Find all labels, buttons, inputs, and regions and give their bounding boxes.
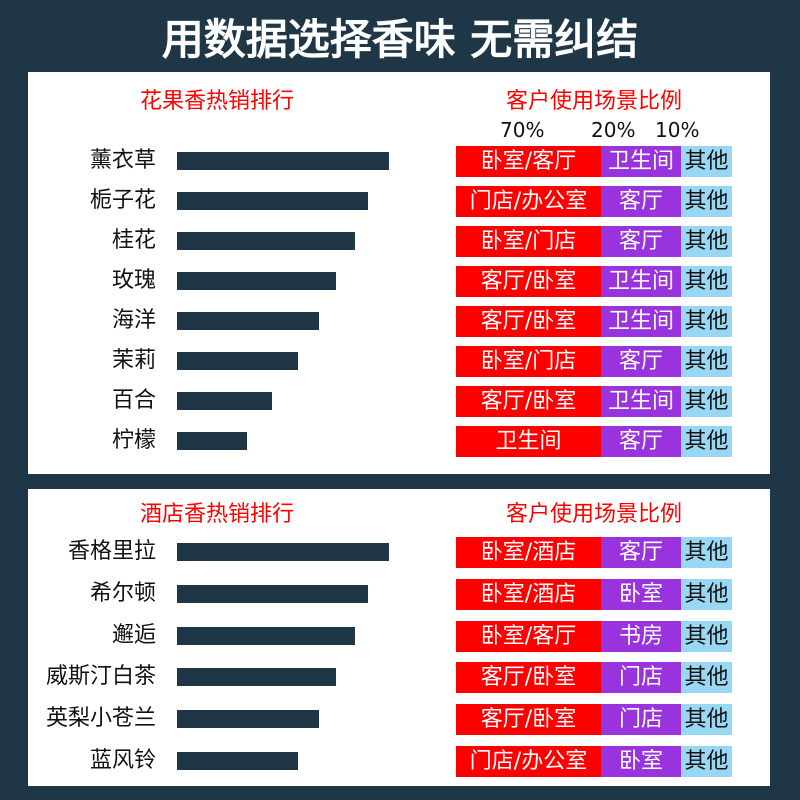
bar — [177, 627, 356, 645]
usage-secondary: 卧室 — [601, 746, 681, 777]
usage-primary: 客厅/卧室 — [456, 662, 601, 693]
usage-other: 其他 — [681, 704, 732, 735]
usage-primary: 客厅/卧室 — [456, 704, 601, 735]
usage-other: 其他 — [681, 426, 732, 457]
usage-secondary: 书房 — [601, 621, 681, 652]
category-label: 百合 — [111, 388, 156, 413]
bar — [177, 543, 389, 561]
bar — [177, 192, 368, 210]
usage-secondary: 门店 — [601, 662, 681, 693]
category-label: 香格里拉 — [67, 539, 156, 564]
category-label: 桂花 — [111, 228, 156, 253]
usage-primary: 卫生间 — [456, 426, 601, 457]
usage-primary: 门店/办公室 — [456, 746, 601, 777]
usage-secondary: 卧室 — [601, 579, 681, 610]
usage-other: 其他 — [681, 146, 732, 177]
category-label: 海洋 — [111, 308, 156, 333]
usage-secondary: 客厅 — [601, 186, 681, 217]
percent-label: 10% — [655, 118, 700, 142]
category-label: 希尔顿 — [89, 581, 156, 606]
category-label: 栀子花 — [89, 188, 156, 213]
usage-primary: 卧室/门店 — [456, 346, 601, 377]
category-label: 薰衣草 — [89, 148, 156, 173]
usage-other: 其他 — [681, 306, 732, 337]
bar — [177, 232, 356, 250]
usage-primary: 卧室/客厅 — [456, 146, 601, 177]
usage-secondary: 卫生间 — [601, 306, 681, 337]
usage-primary: 客厅/卧室 — [456, 266, 601, 297]
usage-secondary: 卫生间 — [601, 266, 681, 297]
usage-other: 其他 — [681, 662, 732, 693]
usage-secondary: 客厅 — [601, 426, 681, 457]
usage-primary: 客厅/卧室 — [456, 306, 601, 337]
usage-other: 其他 — [681, 537, 732, 568]
category-label: 英梨小苍兰 — [45, 706, 156, 731]
usage-secondary: 客厅 — [601, 346, 681, 377]
percent-label: 20% — [591, 118, 636, 142]
usage-other: 其他 — [681, 621, 732, 652]
bar — [177, 152, 389, 170]
usage-primary: 客厅/卧室 — [456, 386, 601, 417]
usage-other: 其他 — [681, 226, 732, 257]
usage-primary: 门店/办公室 — [456, 186, 601, 217]
chart-title: 酒店香热销排行 — [140, 502, 295, 527]
bar — [177, 272, 336, 290]
chart-title: 花果香热销排行 — [140, 89, 295, 114]
bar — [177, 432, 247, 450]
usage-secondary: 客厅 — [601, 537, 681, 568]
percent-label: 70% — [500, 118, 545, 142]
usage-secondary: 客厅 — [601, 226, 681, 257]
usage-secondary: 卫生间 — [601, 386, 681, 417]
usage-primary: 卧室/酒店 — [456, 579, 601, 610]
category-label: 玫瑰 — [111, 268, 156, 293]
usage-primary: 卧室/门店 — [456, 226, 601, 257]
category-label: 邂逅 — [111, 623, 156, 648]
usage-primary: 卧室/酒店 — [456, 537, 601, 568]
usage-other: 其他 — [681, 266, 732, 297]
bar — [177, 710, 320, 728]
usage-other: 其他 — [681, 579, 732, 610]
hotel-scent-panel: 酒店香热销排行 客户使用场景比例 香格里拉 卧室/酒店 客厅 其他 希尔顿 卧室/酒店 卧室 其他… — [28, 489, 770, 786]
bar — [177, 585, 368, 603]
category-label: 威斯汀白茶 — [45, 664, 156, 689]
usage-title: 客户使用场景比例 — [506, 89, 683, 114]
usage-primary: 卧室/客厅 — [456, 621, 601, 652]
usage-secondary: 卫生间 — [601, 146, 681, 177]
bar — [177, 752, 298, 770]
usage-other: 其他 — [681, 186, 732, 217]
category-label: 茉莉 — [111, 348, 156, 373]
bar — [177, 312, 320, 330]
usage-other: 其他 — [681, 386, 732, 417]
usage-other: 其他 — [681, 746, 732, 777]
bar — [177, 352, 298, 370]
bar — [177, 668, 336, 686]
usage-other: 其他 — [681, 346, 732, 377]
page-title: 用数据选择香味 无需纠结 — [161, 15, 639, 64]
usage-secondary: 门店 — [601, 704, 681, 735]
category-label: 蓝风铃 — [89, 748, 156, 773]
usage-title: 客户使用场景比例 — [506, 502, 683, 527]
floral-fruity-panel: 花果香热销排行 客户使用场景比例 70% 20% 10% 薰衣草 卧室/客厅 卫生间 其他 栀子花… — [28, 72, 770, 474]
category-label: 柠檬 — [111, 428, 156, 453]
bar — [177, 392, 273, 410]
